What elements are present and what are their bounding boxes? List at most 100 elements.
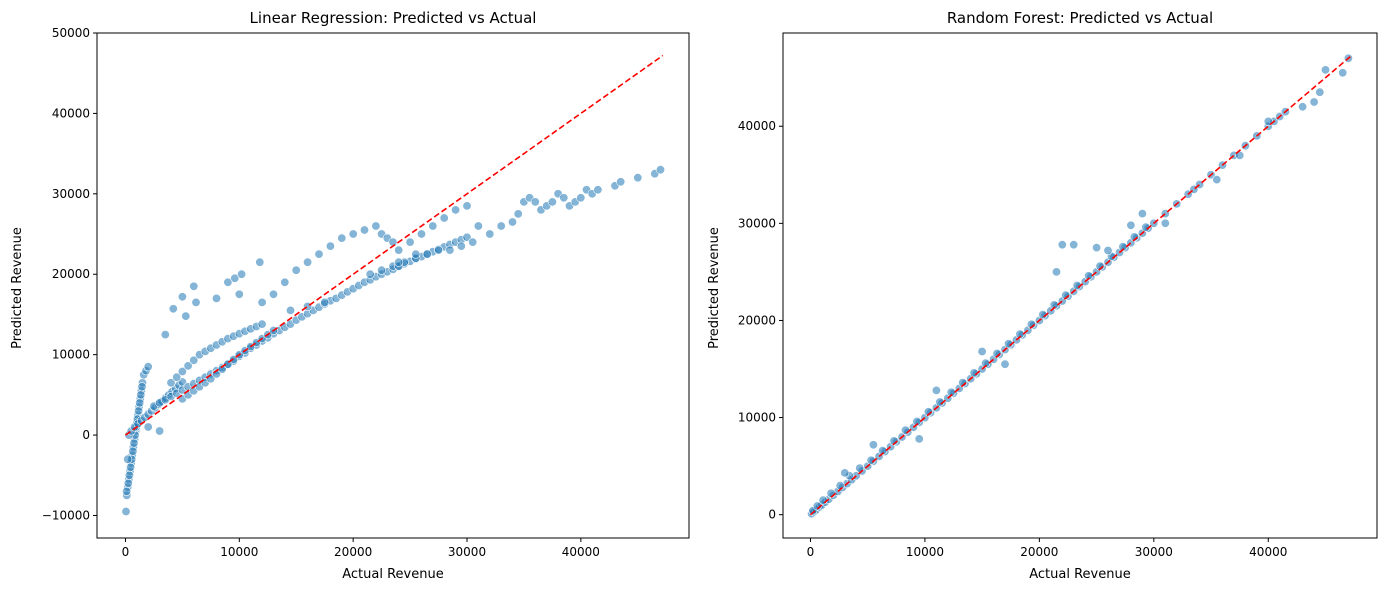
data-point xyxy=(160,330,170,340)
data-point xyxy=(1309,97,1319,107)
data-point xyxy=(325,241,335,251)
data-point xyxy=(1137,209,1147,219)
data-point xyxy=(923,407,933,417)
data-point xyxy=(189,281,199,291)
y-tick-label: 10000 xyxy=(52,348,90,362)
data-point xyxy=(303,257,313,267)
y-tick-label: 10000 xyxy=(738,411,776,425)
data-point xyxy=(405,237,415,247)
data-point xyxy=(168,304,178,314)
data-point xyxy=(268,289,278,299)
data-point xyxy=(462,232,472,242)
data-point xyxy=(655,165,665,175)
data-point xyxy=(1092,243,1102,253)
data-point xyxy=(122,486,132,496)
data-point xyxy=(1052,267,1062,277)
plot-frame xyxy=(782,32,1378,539)
data-point xyxy=(126,462,136,472)
y-tick-label: 20000 xyxy=(52,267,90,281)
data-point xyxy=(223,277,233,287)
data-point xyxy=(559,193,569,203)
data-point xyxy=(359,225,369,235)
data-point xyxy=(1212,175,1222,185)
data-point xyxy=(155,426,165,436)
y-tick-label: 0 xyxy=(768,508,776,522)
data-point xyxy=(818,495,828,505)
data-point xyxy=(129,438,139,448)
data-point xyxy=(137,382,147,392)
data-point xyxy=(128,446,138,456)
plot-frame xyxy=(96,32,690,539)
x-tick-label: 20000 xyxy=(1020,545,1058,559)
y-axis-label: Predicted Revenue xyxy=(10,227,25,349)
linear-regression-panel: Linear Regression: Predicted vs Actual A… xyxy=(10,9,690,582)
data-point xyxy=(189,355,199,365)
data-point xyxy=(547,197,557,207)
data-point xyxy=(1298,102,1308,112)
data-point xyxy=(1126,220,1136,230)
data-point xyxy=(473,221,483,231)
data-point xyxy=(177,292,187,302)
data-point xyxy=(123,478,133,488)
data-point xyxy=(123,454,133,464)
data-point xyxy=(513,209,523,219)
data-point xyxy=(1069,240,1079,250)
data-point xyxy=(576,193,586,203)
data-point xyxy=(320,297,330,307)
data-point xyxy=(257,319,267,329)
data-point xyxy=(172,372,182,382)
random-forest-panel: Random Forest: Predicted vs Actual Actua… xyxy=(707,9,1378,582)
reference-line xyxy=(809,55,1352,516)
x-tick-label: 40000 xyxy=(562,545,600,559)
data-point xyxy=(428,221,438,231)
data-point xyxy=(468,237,478,247)
data-point xyxy=(237,269,247,279)
x-tick-label: 0 xyxy=(122,545,130,559)
x-axis-label: Actual Revenue xyxy=(1029,567,1130,582)
data-point xyxy=(1321,65,1331,75)
data-point xyxy=(1000,359,1010,369)
data-point xyxy=(1160,218,1170,228)
chart-title: Random Forest: Predicted vs Actual xyxy=(947,9,1213,27)
data-point xyxy=(422,249,432,259)
data-point xyxy=(143,362,153,372)
data-point xyxy=(1338,68,1348,78)
data-point xyxy=(124,470,134,480)
data-point xyxy=(633,173,643,183)
y-tick-label: 30000 xyxy=(738,216,776,230)
data-point xyxy=(394,245,404,255)
data-point xyxy=(462,201,472,211)
data-point xyxy=(348,229,358,239)
data-point xyxy=(485,229,495,239)
data-point xyxy=(134,406,144,416)
reference-line xyxy=(124,54,664,436)
data-point xyxy=(914,434,924,444)
y-tick-label: 40000 xyxy=(738,119,776,133)
x-tick-label: 30000 xyxy=(1135,545,1173,559)
data-point xyxy=(135,398,145,408)
data-point xyxy=(445,245,455,255)
data-point xyxy=(451,205,461,215)
data-point xyxy=(212,293,222,303)
data-point xyxy=(530,197,540,207)
data-point xyxy=(234,289,244,299)
data-point xyxy=(977,346,987,356)
data-point xyxy=(496,221,506,231)
data-point xyxy=(388,237,398,247)
data-point xyxy=(433,245,443,255)
x-tick-label: 20000 xyxy=(334,545,372,559)
chart-title: Linear Regression: Predicted vs Actual xyxy=(250,9,537,27)
data-point xyxy=(143,422,153,432)
data-point xyxy=(191,297,201,307)
y-axis-label: Predicted Revenue xyxy=(707,227,722,349)
x-tick-label: 0 xyxy=(807,545,815,559)
data-point xyxy=(377,265,387,275)
data-point xyxy=(230,273,240,283)
data-point xyxy=(1103,246,1113,256)
data-point xyxy=(291,265,301,275)
data-point xyxy=(1315,87,1325,97)
data-point xyxy=(507,217,517,227)
y-tick-label: 40000 xyxy=(52,106,90,120)
data-point xyxy=(255,257,265,267)
data-point xyxy=(337,233,347,243)
